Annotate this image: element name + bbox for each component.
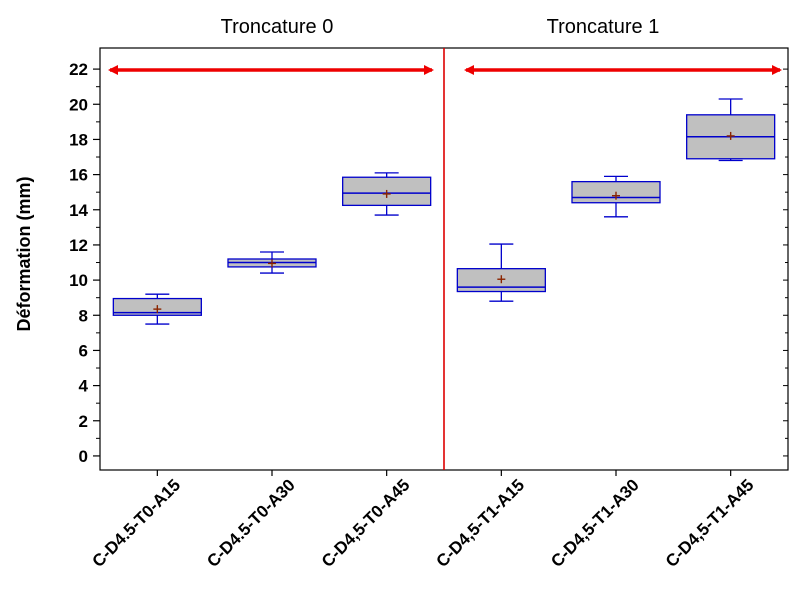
y-tick-label-18: 18 (69, 130, 88, 149)
mean-marker (497, 275, 506, 284)
y-tick-label-8: 8 (79, 306, 88, 325)
y-tick-label-20: 20 (69, 95, 88, 114)
y-tick-label-0: 0 (79, 447, 88, 466)
y-tick-label-10: 10 (69, 271, 88, 290)
group-label-troncature-1: Troncature 1 (547, 16, 660, 38)
mean-marker (153, 305, 162, 314)
box-6 (686, 98, 776, 162)
y-tick-label-12: 12 (69, 236, 88, 255)
y-tick-label-2: 2 (79, 412, 88, 431)
y-tick-label-4: 4 (79, 377, 89, 396)
mean-marker (726, 131, 735, 140)
box-1 (112, 293, 202, 325)
group-label-troncature-0: Troncature 0 (221, 16, 334, 38)
box-2 (227, 251, 317, 274)
x-tick-label-5: C-D4,5-T1-A30 (547, 475, 643, 571)
x-tick-label-4: C-D4,5-T1-A15 (433, 475, 529, 571)
x-tick-label-1: C-D4.5-T0-A15 (89, 475, 185, 571)
box-5 (571, 175, 661, 218)
mean-marker (268, 259, 276, 268)
y-tick-label-22: 22 (69, 60, 88, 79)
y-tick-label-6: 6 (79, 341, 88, 360)
y-tick-label-14: 14 (69, 201, 88, 220)
x-tick-label-3: C-D4,5-T0-A45 (318, 475, 414, 571)
box-4 (456, 243, 546, 302)
box-3 (342, 172, 432, 216)
mean-marker (612, 191, 620, 200)
y-tick-label-16: 16 (69, 166, 88, 185)
x-tick-label-6: C-D4,5-T1-A45 (662, 475, 758, 571)
y-axis-title: Déformation (mm) (14, 176, 34, 331)
mean-marker (382, 189, 391, 198)
x-tick-label-2: C-D4.5-T0-A30 (203, 475, 299, 571)
